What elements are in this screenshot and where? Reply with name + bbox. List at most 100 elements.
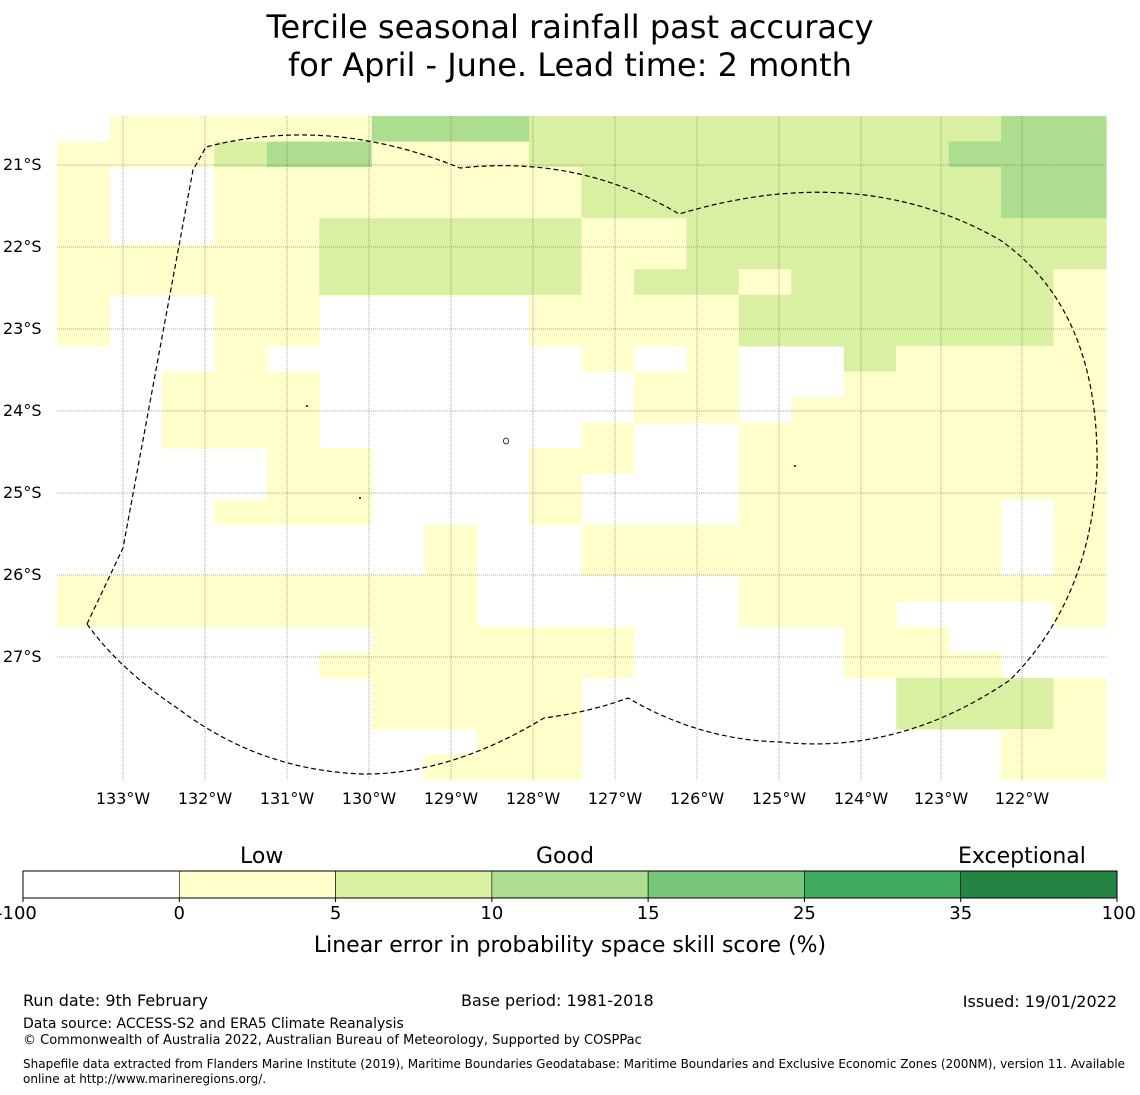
skill-cell xyxy=(109,116,163,143)
skill-cell xyxy=(476,192,530,219)
skill-cell xyxy=(476,677,530,704)
skill-cell xyxy=(896,473,950,500)
skill-cell xyxy=(581,652,635,679)
skill-cell xyxy=(424,677,478,704)
skill-cell xyxy=(109,601,163,628)
skill-cell xyxy=(843,550,897,577)
skill-cell xyxy=(581,550,635,577)
skill-cell xyxy=(843,167,897,194)
skill-cell xyxy=(1053,141,1107,168)
skill-cell xyxy=(214,320,268,347)
island-mark xyxy=(306,405,308,407)
skill-cell xyxy=(843,192,897,219)
skill-cell xyxy=(633,320,687,347)
skill-cell xyxy=(1053,550,1107,577)
skill-cell xyxy=(57,243,111,270)
skill-cell xyxy=(948,499,1002,526)
skill-cell xyxy=(266,371,320,398)
skill-cell xyxy=(214,396,268,424)
skill-cell xyxy=(319,141,373,168)
skill-cell xyxy=(686,192,740,219)
skill-cell xyxy=(476,754,530,781)
skill-cell xyxy=(266,218,320,245)
skill-cell xyxy=(214,218,268,245)
data-source: Data source: ACCESS-S2 and ERA5 Climate … xyxy=(23,1016,404,1032)
colorbar xyxy=(22,870,1118,902)
skill-cell xyxy=(843,626,897,653)
skill-cell xyxy=(266,243,320,270)
colorbar-tick-label: 100 xyxy=(1101,903,1136,924)
skill-cell xyxy=(633,524,687,551)
skill-cell xyxy=(686,345,740,372)
colorbar-segment xyxy=(804,870,962,899)
skill-cell xyxy=(1053,243,1107,270)
skill-cell xyxy=(109,243,163,270)
skill-cell xyxy=(896,116,950,143)
skill-cell xyxy=(424,141,478,168)
skill-cell xyxy=(214,422,268,449)
skill-cell xyxy=(948,269,1002,296)
skill-cell xyxy=(896,499,950,526)
skill-cell xyxy=(843,269,897,296)
skill-cell xyxy=(896,141,950,168)
latitude-label: 25°S xyxy=(3,483,42,502)
skill-cell xyxy=(1001,677,1055,704)
skill-cell xyxy=(424,601,478,628)
skill-cell xyxy=(686,243,740,270)
skill-cell xyxy=(57,575,111,602)
skill-cell xyxy=(266,192,320,219)
skill-cell xyxy=(738,575,792,602)
skill-cell xyxy=(843,652,897,679)
skill-cell xyxy=(424,754,478,781)
skill-cell xyxy=(581,167,635,194)
colorbar-tick-label: 0 xyxy=(173,903,185,924)
skill-cell xyxy=(1001,371,1055,398)
skill-cell xyxy=(633,243,687,270)
skill-cell xyxy=(371,243,425,270)
skill-cell xyxy=(319,499,373,526)
skill-cell xyxy=(371,652,425,679)
map-title-line-1: Tercile seasonal rainfall past accuracy xyxy=(266,8,874,46)
skill-cell xyxy=(843,371,897,398)
skill-cell xyxy=(791,294,845,321)
run-date: Run date: 9th February xyxy=(23,991,208,1010)
island-mark xyxy=(794,465,796,467)
skill-cell xyxy=(896,575,950,602)
skill-cell xyxy=(57,294,111,321)
skill-cell xyxy=(581,218,635,245)
skill-cell xyxy=(529,192,583,219)
skill-cell xyxy=(319,575,373,602)
longitude-label: 124°W xyxy=(833,789,889,808)
shapefile-credit-line-1: Shapefile data extracted from Flanders M… xyxy=(23,1057,1126,1071)
skill-cell xyxy=(686,320,740,347)
skill-cell xyxy=(948,141,1002,168)
skill-cell xyxy=(214,141,268,168)
colorbar-segment xyxy=(178,870,336,899)
skill-cell xyxy=(1053,703,1107,730)
skill-cell xyxy=(529,269,583,296)
skill-cell xyxy=(738,499,792,526)
longitude-label: 128°W xyxy=(505,789,561,808)
skill-cell xyxy=(948,652,1002,679)
skill-cell xyxy=(843,499,897,526)
shapefile-credit-line-2: online at http://www.marineregions.org/. xyxy=(23,1072,267,1086)
skill-cell xyxy=(948,422,1002,449)
skill-cell xyxy=(738,192,792,219)
skill-cell xyxy=(1053,294,1107,321)
skill-cell xyxy=(371,218,425,245)
skill-cell xyxy=(1001,575,1055,602)
skill-cell xyxy=(896,243,950,270)
skill-cell xyxy=(738,320,792,347)
skill-cell xyxy=(424,703,478,730)
skill-cell xyxy=(581,422,635,449)
skill-cell xyxy=(843,243,897,270)
skill-cell xyxy=(738,473,792,500)
skill-cell xyxy=(896,550,950,577)
skill-cell xyxy=(686,218,740,245)
skill-cell xyxy=(1001,473,1055,500)
base-period: Base period: 1981-2018 xyxy=(461,991,654,1010)
latitude-label: 24°S xyxy=(3,401,42,420)
islands xyxy=(306,405,796,499)
skill-cell xyxy=(896,345,950,372)
